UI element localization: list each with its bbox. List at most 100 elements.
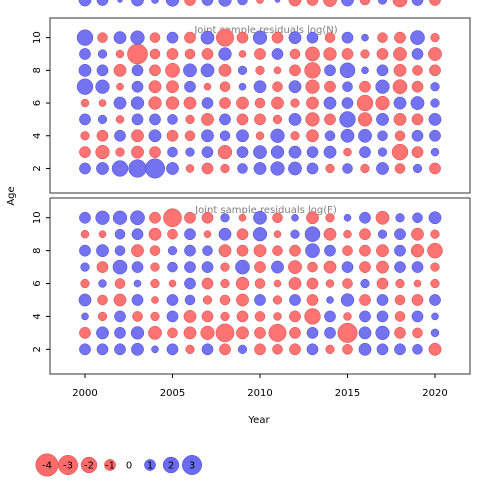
bubble-2000-ageundefined [78, 0, 92, 7]
bubble-2014-age9 [323, 47, 337, 61]
bubble-2000-age7 [80, 262, 90, 272]
bubble-2014-age4 [324, 130, 336, 142]
bubble-2003-age3 [131, 145, 144, 159]
bubble-2018-age4 [394, 130, 406, 142]
bubble-2014-age2 [325, 344, 335, 354]
bubble-2002-age3 [115, 147, 125, 157]
bubble-2007-age5 [201, 113, 214, 126]
bubble-2004-age4 [150, 311, 160, 322]
bubble-2000-age5 [78, 293, 92, 307]
bubble-2008-age10 [220, 213, 230, 223]
bubble-2013-age9 [304, 226, 321, 242]
bubble-2008-age5 [219, 294, 231, 306]
bubble-2011-age2 [272, 344, 283, 355]
bubble-2017-age5 [376, 294, 389, 306]
bubble-2009-age6 [236, 96, 249, 110]
bubble-2011-age9 [271, 48, 284, 60]
bubble-2000-age5 [79, 113, 91, 126]
bubble-2005-age6 [168, 279, 177, 288]
bubble-2019-age4 [411, 129, 424, 142]
bubble-2001-age8 [96, 64, 109, 77]
bubble-2018-age6 [393, 96, 407, 110]
bubble-2009-age3 [236, 326, 249, 340]
bubble-2005-age7 [166, 80, 179, 94]
bubble-2011-age9 [273, 230, 282, 238]
bubble-2018-age3 [391, 143, 409, 161]
bubble-2017-age3 [375, 325, 390, 341]
bubble-2000-age4 [81, 312, 89, 321]
bubble-2004-age7 [150, 262, 160, 272]
bubble-2001-age6 [98, 279, 107, 288]
bubble-2014-age9 [323, 227, 337, 241]
bubble-2015-age5 [339, 111, 356, 128]
bubble-2014-age8 [324, 244, 336, 257]
bubble-2002-age6 [114, 278, 126, 289]
bubble-2012-age8 [289, 64, 301, 77]
bubble-2008-age8 [218, 63, 232, 77]
bubble-2008-age7 [219, 81, 231, 92]
bubble-2007-age9 [201, 48, 214, 60]
bubble-2019-age5 [411, 294, 424, 306]
bubble-2012-age3 [288, 145, 302, 159]
panel-title: Joint sample residuals log(N) [193, 25, 337, 36]
bubble-2019-age6 [413, 279, 422, 288]
bubble-2011-age8 [273, 66, 282, 75]
bubble-2013-age6 [306, 277, 319, 290]
bubble-2013-age10 [306, 31, 319, 44]
bubble-2020-age3 [430, 328, 440, 338]
bubble-2016-age8 [359, 244, 371, 257]
bubble-2015-age7 [342, 81, 353, 92]
bubble-2009-age8 [237, 65, 248, 75]
bubble-2018-age9 [393, 47, 407, 61]
bubble-2001-age7 [96, 261, 109, 273]
bubble-2002-age8 [113, 63, 127, 77]
bubble-2004-age8 [149, 245, 161, 256]
y-axis-label: Age [6, 186, 17, 205]
bubble-2019-age5 [411, 113, 424, 126]
bubble-2009-age3 [236, 146, 249, 158]
bubble-2020-age2 [428, 342, 442, 356]
bubble-2002-age4 [114, 310, 126, 323]
bubble-2006-age2 [185, 344, 195, 354]
bubble-2019-age9 [411, 227, 424, 241]
bubble-2003-age8 [131, 244, 144, 258]
bubble-2020-age5 [429, 294, 441, 306]
bubble-2010-age6 [254, 97, 266, 109]
y-tick-label: 2 [32, 165, 43, 171]
bubble-2003-age3 [130, 326, 145, 340]
bubble-2011-age8 [272, 245, 283, 256]
bubble-2007-age10 [200, 30, 215, 45]
legend-label: 0 [126, 461, 132, 472]
bubble-2000-age3 [79, 327, 91, 339]
bubble-2001-ageundefined [96, 0, 109, 6]
bubble-2003-age6 [133, 279, 142, 288]
bubble-2006-age5 [184, 294, 196, 306]
bubble-2002-age2 [111, 160, 129, 177]
bubble-2018-age8 [394, 244, 406, 257]
bubble-2016-age3 [359, 146, 371, 158]
bubble-2009-ageundefined [237, 0, 248, 6]
bubble-2008-age4 [220, 311, 230, 322]
bubble-2013-ageundefined [306, 0, 319, 6]
bubble-2017-age7 [375, 79, 390, 94]
bubble-2020-ageundefined [429, 0, 441, 6]
bubble-2020-age7 [430, 262, 440, 272]
bubble-2002-age2 [114, 343, 126, 356]
bubble-2013-age5 [305, 112, 320, 127]
bubble-2003-age10 [130, 30, 145, 45]
bubble-2010-age4 [254, 311, 266, 322]
bubble-2020-age9 [430, 229, 440, 239]
bubble-2014-age4 [324, 310, 336, 323]
bubble-2010-age2 [253, 162, 267, 175]
bubble-2006-age2 [185, 164, 195, 173]
bubble-2010-age4 [255, 131, 265, 140]
bubble-2000-age10 [76, 29, 94, 46]
bubble-2013-age7 [305, 79, 320, 94]
bubble-2004-age5 [151, 296, 159, 304]
bubble-2017-age6 [375, 95, 390, 111]
x-tick-label: 2000 [72, 388, 97, 399]
bubble-2005-age4 [166, 129, 179, 142]
bubble-2006-age8 [183, 63, 197, 78]
bubble-2000-age8 [79, 244, 91, 257]
bubble-2010-age5 [254, 113, 266, 126]
